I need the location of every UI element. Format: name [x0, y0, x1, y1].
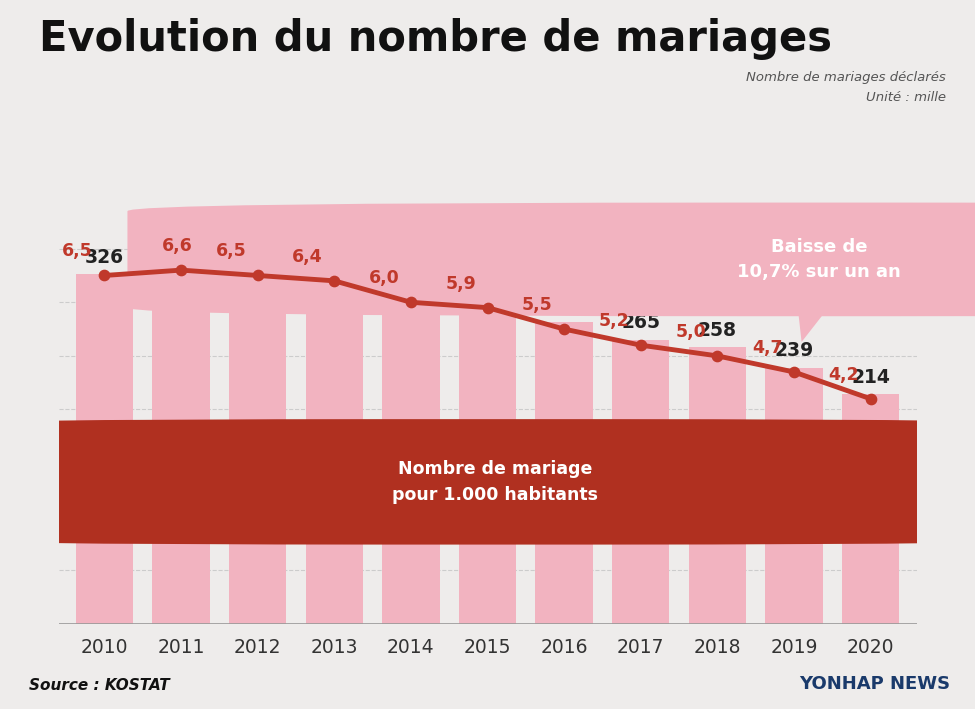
Bar: [612, 340, 670, 624]
Point: [557, 323, 572, 335]
Text: 258: 258: [698, 320, 737, 340]
Text: 4,7: 4,7: [752, 339, 782, 357]
Text: Source : KOSTAT: Source : KOSTAT: [29, 679, 170, 693]
Bar: [459, 299, 516, 624]
Point: [403, 296, 418, 308]
Point: [327, 275, 342, 286]
Point: [633, 340, 648, 351]
Bar: [152, 271, 210, 624]
Bar: [535, 322, 593, 624]
Text: 4,2: 4,2: [829, 366, 859, 384]
Point: [863, 393, 878, 404]
Text: 6,5: 6,5: [215, 242, 247, 260]
Point: [786, 367, 801, 378]
Point: [250, 270, 265, 281]
Bar: [688, 347, 746, 624]
Text: 326: 326: [85, 248, 124, 267]
Text: 5,0: 5,0: [675, 323, 706, 341]
Bar: [382, 296, 440, 624]
Bar: [229, 274, 287, 624]
Point: [710, 350, 725, 362]
Text: 5,5: 5,5: [522, 296, 553, 314]
Text: 329: 329: [162, 245, 201, 264]
Text: 239: 239: [774, 341, 813, 360]
Text: YONHAP NEWS: YONHAP NEWS: [800, 676, 951, 693]
Text: 6,4: 6,4: [292, 248, 323, 266]
Bar: [765, 368, 823, 624]
Point: [480, 302, 495, 313]
Bar: [841, 394, 899, 624]
FancyBboxPatch shape: [0, 419, 975, 545]
Text: Baisse de
10,7% sur un an: Baisse de 10,7% sur un an: [737, 238, 901, 281]
Text: Evolution du nombre de mariages: Evolution du nombre de mariages: [39, 18, 832, 60]
Text: 5,9: 5,9: [446, 274, 476, 293]
Point: [174, 264, 189, 276]
Bar: [305, 278, 363, 624]
Point: [97, 270, 112, 281]
Text: 265: 265: [621, 313, 660, 333]
Polygon shape: [798, 308, 829, 342]
Text: 323: 323: [315, 251, 354, 270]
Text: 282: 282: [545, 295, 584, 314]
Text: 327: 327: [238, 247, 277, 266]
Bar: [76, 274, 134, 624]
Text: Nombre de mariages déclarés
Unité : mille: Nombre de mariages déclarés Unité : mill…: [746, 71, 946, 104]
Text: Nombre de mariage
pour 1.000 habitants: Nombre de mariage pour 1.000 habitants: [392, 459, 598, 504]
Text: 306: 306: [391, 269, 430, 289]
Text: 214: 214: [851, 368, 890, 387]
Text: 303: 303: [468, 272, 507, 291]
FancyBboxPatch shape: [128, 203, 975, 316]
Text: 6,5: 6,5: [62, 242, 93, 260]
Text: 5,2: 5,2: [599, 312, 629, 330]
Text: 6,6: 6,6: [162, 237, 193, 255]
Text: 6,0: 6,0: [369, 269, 400, 287]
